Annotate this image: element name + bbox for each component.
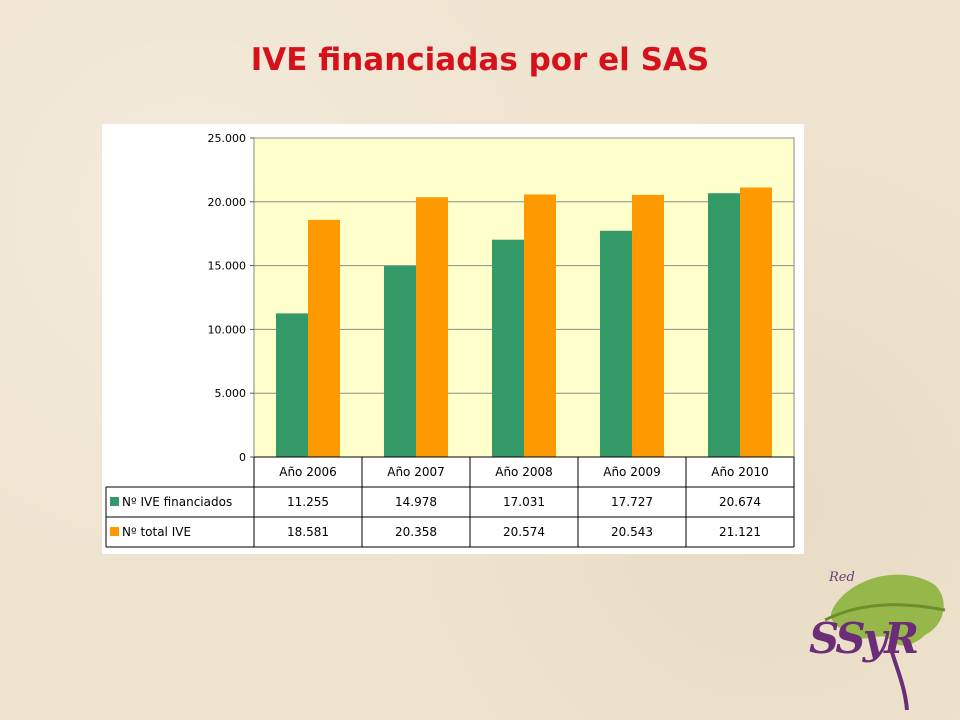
- y-tick-label: 25.000: [208, 132, 247, 145]
- data-label: 18.581: [287, 525, 329, 539]
- bar-chart: 0 5.000 10.000 15.000 20.000 25.000 Año 2006 Añ…: [105, 132, 795, 548]
- data-label: 17.727: [611, 495, 653, 509]
- bar-total-ive: [308, 219, 340, 457]
- y-tick-label: 5.000: [215, 387, 247, 400]
- bar-ive-financiados: [600, 230, 632, 457]
- y-tick-label: 20.000: [208, 196, 247, 209]
- bar-total-ive: [524, 194, 556, 457]
- data-label: 20.674: [719, 495, 761, 509]
- bar-ive-financiados: [276, 313, 308, 457]
- x-tick-label: Año 2006: [279, 465, 337, 479]
- y-tick-label: 0: [239, 451, 246, 464]
- data-label: 11.255: [287, 495, 329, 509]
- data-label: 17.031: [503, 495, 545, 509]
- data-label: 20.543: [611, 525, 653, 539]
- bar-total-ive: [740, 187, 772, 457]
- y-tick-label: 10.000: [208, 323, 247, 336]
- svg-text:Red: Red: [828, 570, 855, 585]
- data-label: 14.978: [395, 495, 437, 509]
- x-tick-label: Año 2010: [711, 465, 769, 479]
- data-label: 20.358: [395, 525, 437, 539]
- x-tick-label: Año 2009: [603, 465, 661, 479]
- y-tick-label: 15.000: [208, 260, 247, 273]
- x-tick-label: Año 2008: [495, 465, 553, 479]
- bar-ive-financiados: [708, 193, 740, 457]
- red-ssyr-logo: Red SSyR: [809, 570, 946, 711]
- page-title: IVE financiadas por el SAS: [250, 42, 710, 78]
- legend-swatch: [110, 497, 119, 506]
- legend-label: Nº total IVE: [122, 525, 191, 539]
- bar-ive-financiados: [492, 239, 524, 457]
- x-tick-label: Año 2007: [387, 465, 445, 479]
- data-label: 21.121: [719, 525, 761, 539]
- bar-ive-financiados: [384, 265, 416, 457]
- data-label: 20.574: [503, 525, 545, 539]
- chart-container: 0 5.000 10.000 15.000 20.000 25.000 Año 2006 Añ…: [102, 124, 804, 554]
- legend-swatch: [110, 527, 119, 536]
- svg-text:SSyR: SSyR: [809, 614, 917, 663]
- bar-total-ive: [416, 197, 448, 457]
- bar-total-ive: [632, 194, 664, 457]
- legend-label: Nº IVE financiados: [122, 495, 232, 509]
